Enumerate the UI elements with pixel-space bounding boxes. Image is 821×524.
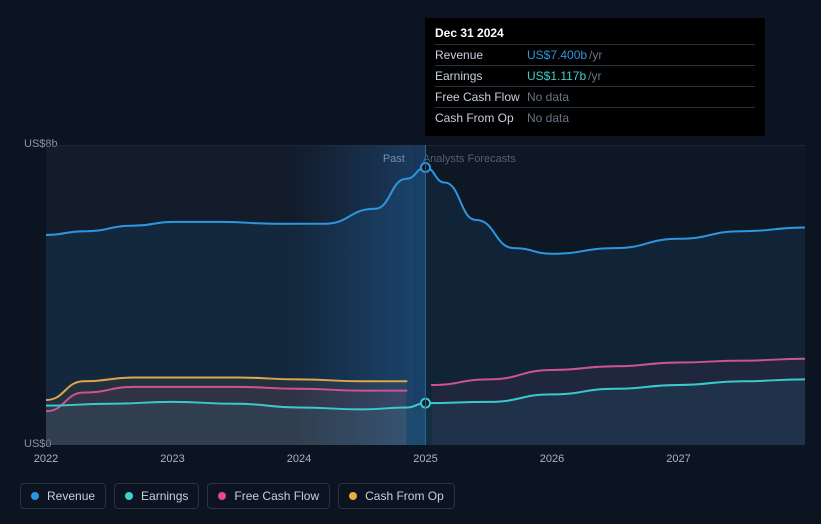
x-axis-tick: 2025 — [413, 453, 437, 465]
tooltip-row: EarningsUS$1.117b /yr — [435, 65, 755, 86]
legend-label: Earnings — [141, 489, 188, 503]
tooltip-series-label: Free Cash Flow — [435, 90, 527, 104]
legend-item-revenue[interactable]: Revenue — [20, 483, 106, 509]
tooltip-series-label: Earnings — [435, 69, 527, 83]
x-axis: 202220232024202520262027 — [46, 453, 805, 467]
tooltip-nodata: No data — [527, 111, 569, 125]
legend-dot-icon — [218, 492, 226, 500]
legend-dot-icon — [349, 492, 357, 500]
legend-item-cash-from-op[interactable]: Cash From Op — [338, 483, 455, 509]
chart-legend: Revenue Earnings Free Cash Flow Cash From O… — [20, 483, 455, 509]
legend-dot-icon — [31, 492, 39, 500]
tooltip-series-label: Revenue — [435, 48, 527, 62]
financials-chart: US$8bUS$0 Past Analysts Forecasts 202220… — [16, 125, 805, 465]
tooltip-date: Dec 31 2024 — [435, 26, 755, 44]
tooltip-suffix: /yr — [589, 48, 602, 62]
tooltip-suffix: /yr — [588, 69, 601, 83]
legend-label: Free Cash Flow — [234, 489, 319, 503]
legend-item-earnings[interactable]: Earnings — [114, 483, 199, 509]
tooltip-row: RevenueUS$7.400b /yr — [435, 44, 755, 65]
legend-item-free-cash-flow[interactable]: Free Cash Flow — [207, 483, 330, 509]
chart-plot-area[interactable] — [46, 145, 805, 445]
tooltip-series-label: Cash From Op — [435, 111, 527, 125]
tooltip-series-value: US$1.117b — [527, 69, 586, 83]
legend-dot-icon — [125, 492, 133, 500]
x-axis-tick: 2022 — [34, 453, 58, 465]
x-axis-tick: 2027 — [666, 453, 690, 465]
x-axis-tick: 2024 — [287, 453, 311, 465]
tooltip-row: Free Cash FlowNo data — [435, 86, 755, 107]
x-axis-tick: 2023 — [160, 453, 184, 465]
legend-label: Cash From Op — [365, 489, 444, 503]
tooltip-nodata: No data — [527, 90, 569, 104]
x-axis-tick: 2026 — [540, 453, 564, 465]
legend-label: Revenue — [47, 489, 95, 503]
tooltip-series-value: US$7.400b — [527, 48, 587, 62]
chart-tooltip: Dec 31 2024 RevenueUS$7.400b /yrEarnings… — [425, 18, 765, 136]
